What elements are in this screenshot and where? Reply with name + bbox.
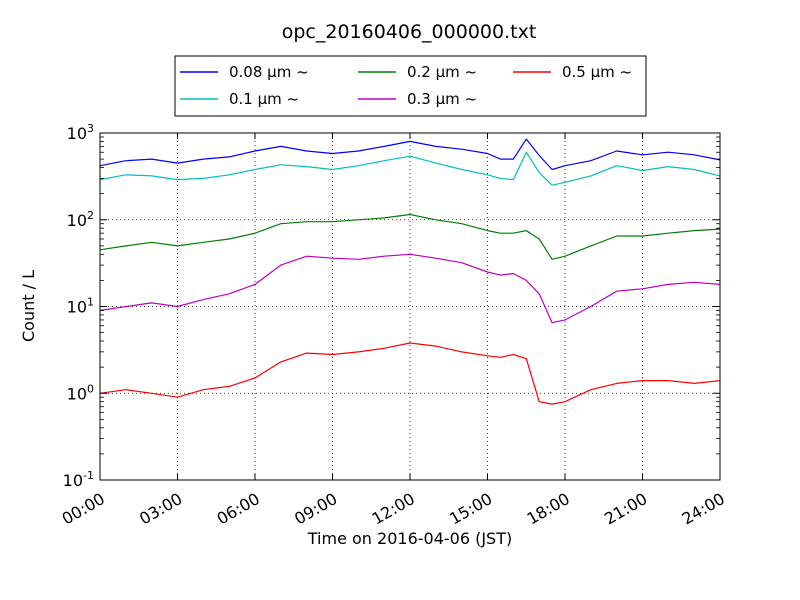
series-layer (99, 138, 721, 405)
y-tick-label: 103 (67, 122, 94, 143)
legend-label: 0.2 μm ~ (407, 63, 477, 81)
series-line-4 (99, 253, 721, 324)
y-tick-label: 100 (67, 382, 94, 403)
chart-title: opc_20160406_000000.txt (282, 21, 537, 43)
y-tick-label: 102 (67, 209, 94, 230)
series-line-1 (99, 138, 721, 171)
legend-label: 0.1 μm ~ (229, 90, 299, 108)
legend-label: 0.3 μm ~ (407, 90, 477, 108)
series-line-3 (99, 213, 721, 260)
legend-label: 0.5 μm ~ (562, 63, 632, 81)
series-line-5 (99, 342, 721, 405)
legend: 0.08 μm ~ 0.1 μm ~ 0.2 μm ~ 0.3 μm ~ 0.5 μm … (174, 55, 647, 117)
grid-layer (100, 133, 720, 480)
x-axis-label: Time on 2016-04-06 (JST) (307, 529, 512, 548)
series-line-2 (99, 151, 721, 186)
y-tick-label: 101 (67, 296, 94, 317)
legend-box (174, 55, 647, 117)
legend-label: 0.08 μm ~ (229, 63, 309, 81)
y-axis-label: Count / L (19, 270, 38, 342)
y-tick-label: 10-1 (63, 469, 94, 490)
